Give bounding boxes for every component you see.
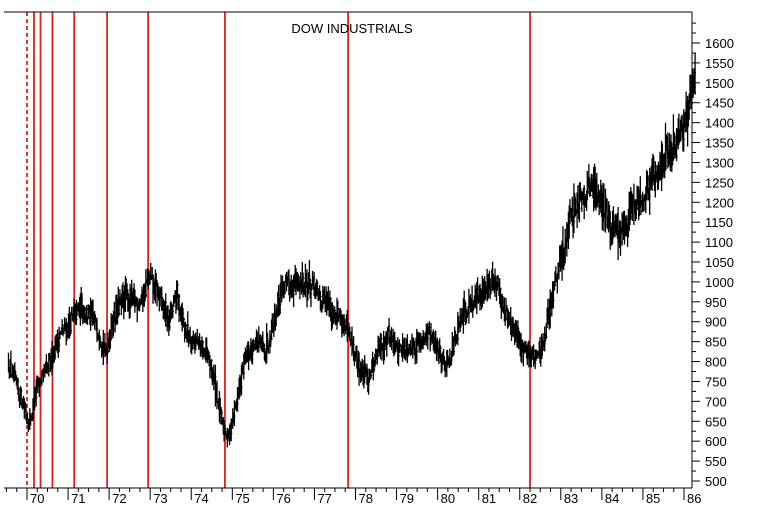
x-tick-label: 80 [441, 491, 455, 506]
chart-title: DOW INDUSTRIALS [291, 21, 413, 36]
y-tick-label: 750 [705, 374, 727, 389]
y-tick-label: 1000 [705, 275, 734, 290]
y-tick-label: 1600 [705, 36, 734, 51]
y-tick-label: 1150 [705, 215, 733, 230]
y-tick-label: 1550 [705, 56, 734, 71]
y-tick-label: 950 [705, 295, 727, 310]
y-tick-label: 1200 [705, 195, 734, 210]
x-tick-label: 86 [687, 491, 701, 506]
x-tick-label: 76 [276, 491, 290, 506]
y-tick-label: 1300 [705, 155, 734, 170]
x-tick-label: 71 [71, 491, 85, 506]
y-tick-label: 800 [705, 355, 727, 370]
vertical-marker-lines [26, 12, 531, 488]
price-bars [7, 52, 696, 448]
x-tick-label: 82 [523, 491, 537, 506]
x-tick-label: 79 [400, 491, 414, 506]
axes: 500 550 600 650 700 750 800 850 900 950 1000 1050 11… [4, 11, 734, 506]
x-tick-label: 72 [112, 491, 126, 506]
x-tick-label: 70 [30, 491, 44, 506]
y-tick-label: 1100 [705, 235, 733, 250]
y-tick-label: 500 [705, 474, 727, 489]
x-tick-label: 83 [564, 491, 578, 506]
y-tick-label: 700 [705, 394, 727, 409]
y-tick-label: 1450 [705, 96, 734, 111]
y-tick-label: 1500 [705, 76, 734, 91]
x-tick-label: 78 [359, 491, 373, 506]
y-tick-label: 1050 [705, 255, 734, 270]
y-tick-label: 1400 [705, 116, 734, 131]
x-tick-label: 81 [482, 491, 496, 506]
y-tick-label: 550 [705, 454, 727, 469]
x-tick-label: 75 [235, 491, 249, 506]
y-tick-label: 650 [705, 414, 727, 429]
y-tick-label: 850 [705, 335, 727, 350]
x-tick-label: 73 [153, 491, 167, 506]
x-tick-label: 74 [194, 491, 208, 506]
y-tick-label: 1350 [705, 136, 734, 151]
y-tick-label: 900 [705, 315, 727, 330]
y-tick-label: 1250 [705, 175, 734, 190]
x-tick-label: 77 [317, 491, 331, 506]
x-tick-label: 84 [605, 491, 619, 506]
y-tick-label: 600 [705, 434, 727, 449]
x-tick-label: 85 [646, 491, 660, 506]
